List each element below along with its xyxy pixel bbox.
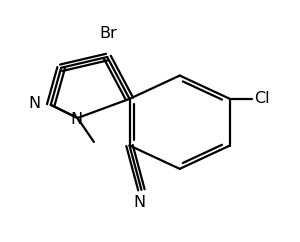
Text: Cl: Cl — [254, 91, 269, 106]
Text: N: N — [134, 196, 146, 211]
Text: N: N — [28, 96, 40, 111]
Text: N: N — [70, 112, 82, 127]
Text: Br: Br — [100, 26, 118, 41]
